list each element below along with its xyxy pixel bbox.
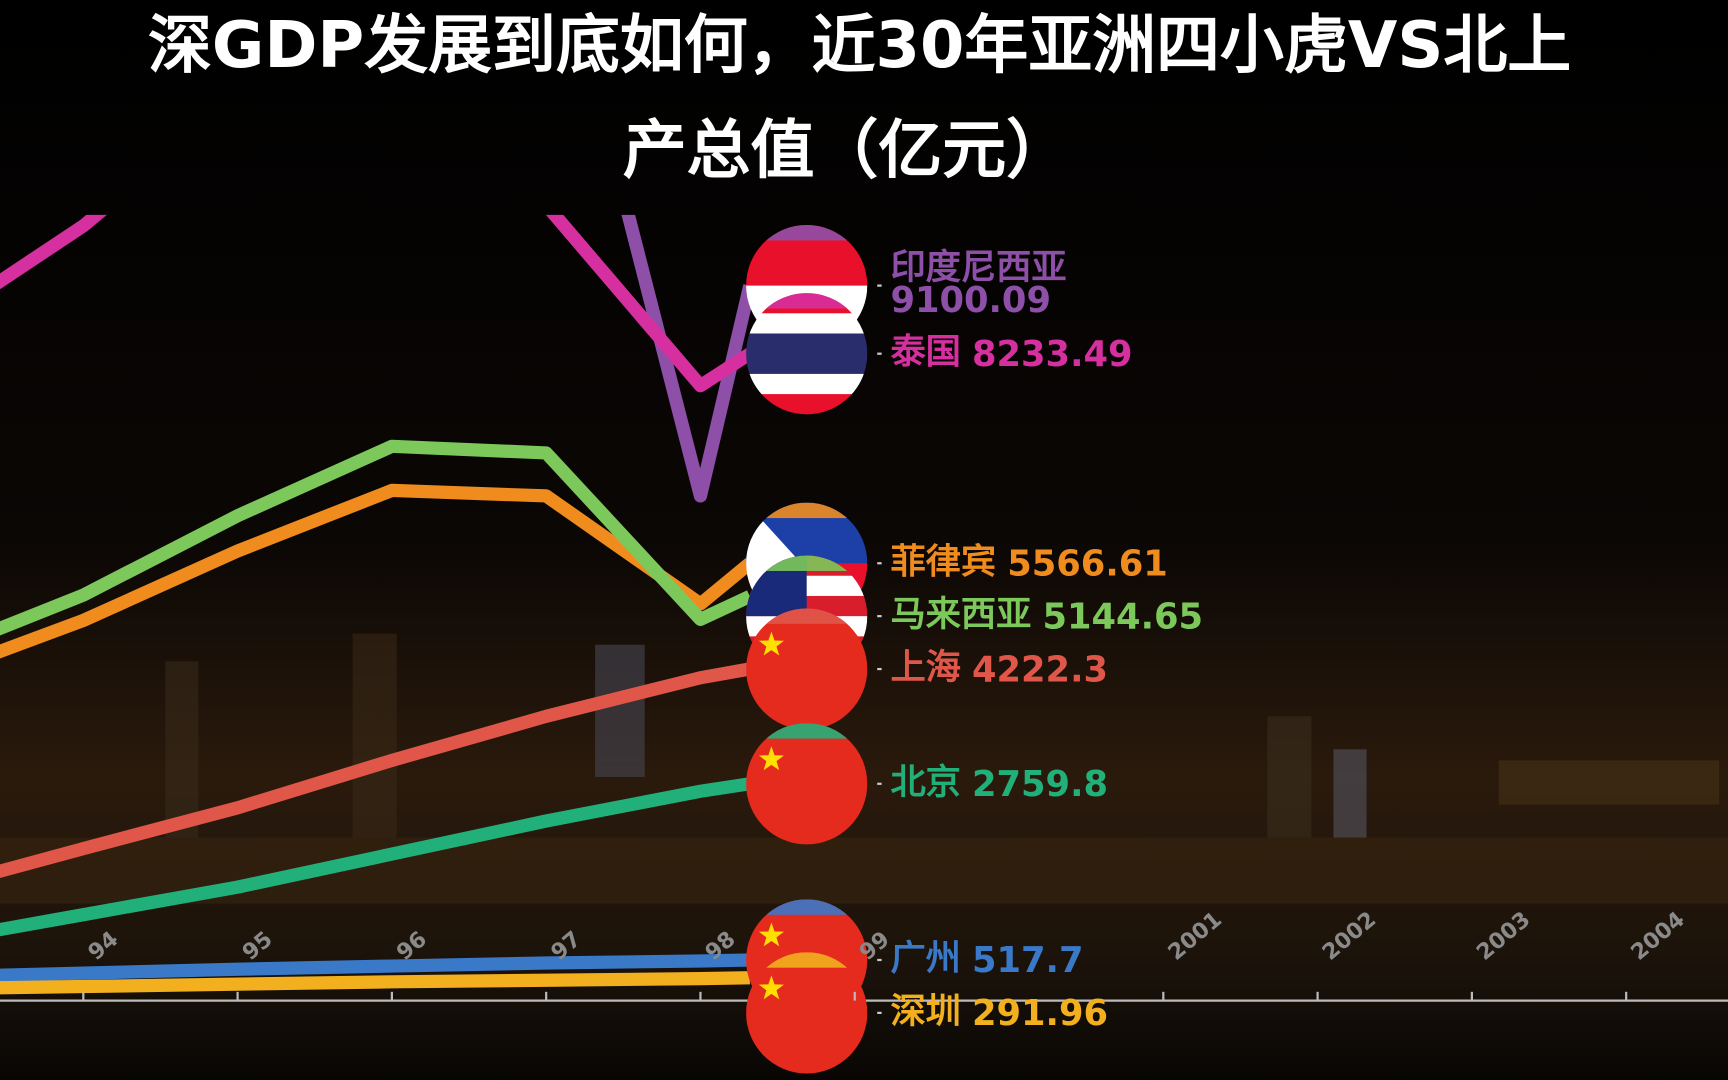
series-line <box>0 214 754 393</box>
series-value: 4222.3 <box>972 649 1108 690</box>
series-name: 上海 <box>890 647 961 688</box>
series-value: 291.96 <box>972 993 1108 1034</box>
series-line <box>0 971 750 995</box>
series-value: 5566.61 <box>1007 543 1168 584</box>
series-name: 深圳 <box>890 991 961 1032</box>
series-line <box>0 953 750 982</box>
series-name: 马来西亚 <box>890 594 1031 635</box>
flags <box>746 224 868 1074</box>
flag <box>746 608 868 730</box>
series-line <box>621 214 757 503</box>
flag <box>746 293 868 415</box>
series-name: 广州 <box>890 938 961 979</box>
series-value: 8233.49 <box>972 334 1133 375</box>
series-name: 泰国 <box>890 332 961 373</box>
series-name: 北京 <box>890 762 961 803</box>
flag <box>746 723 868 845</box>
series-line <box>0 777 751 937</box>
flag-stripe <box>746 373 868 395</box>
series-line <box>0 662 751 879</box>
flag-stripe <box>746 723 868 845</box>
flag-stripe <box>746 313 868 335</box>
chart-title: 深GDP发展到底如何，近30年亚洲四小虎VS北上 <box>148 9 1571 83</box>
flag <box>746 952 868 1074</box>
series-line <box>0 483 755 659</box>
flag-stripe <box>746 608 868 730</box>
flag-star <box>758 631 784 656</box>
series-value: 5144.65 <box>1042 596 1203 637</box>
series-name: 菲律宾 <box>890 541 996 582</box>
flag-stripe <box>746 952 868 1074</box>
flag-stripe <box>746 333 868 355</box>
series-value: 517.7 <box>972 940 1084 981</box>
series-value: 2759.8 <box>972 764 1108 805</box>
plot-area <box>0 214 757 995</box>
chart-title: 产总值（亿元） <box>623 114 1070 188</box>
flag-star <box>758 746 784 771</box>
series-value: 9100.09 <box>890 280 1051 321</box>
series-name: 印度尼西亚 <box>890 247 1066 288</box>
flag-stripe <box>746 353 868 375</box>
series-line <box>0 439 753 636</box>
flag-star <box>758 922 784 947</box>
flag-star <box>758 975 784 1000</box>
